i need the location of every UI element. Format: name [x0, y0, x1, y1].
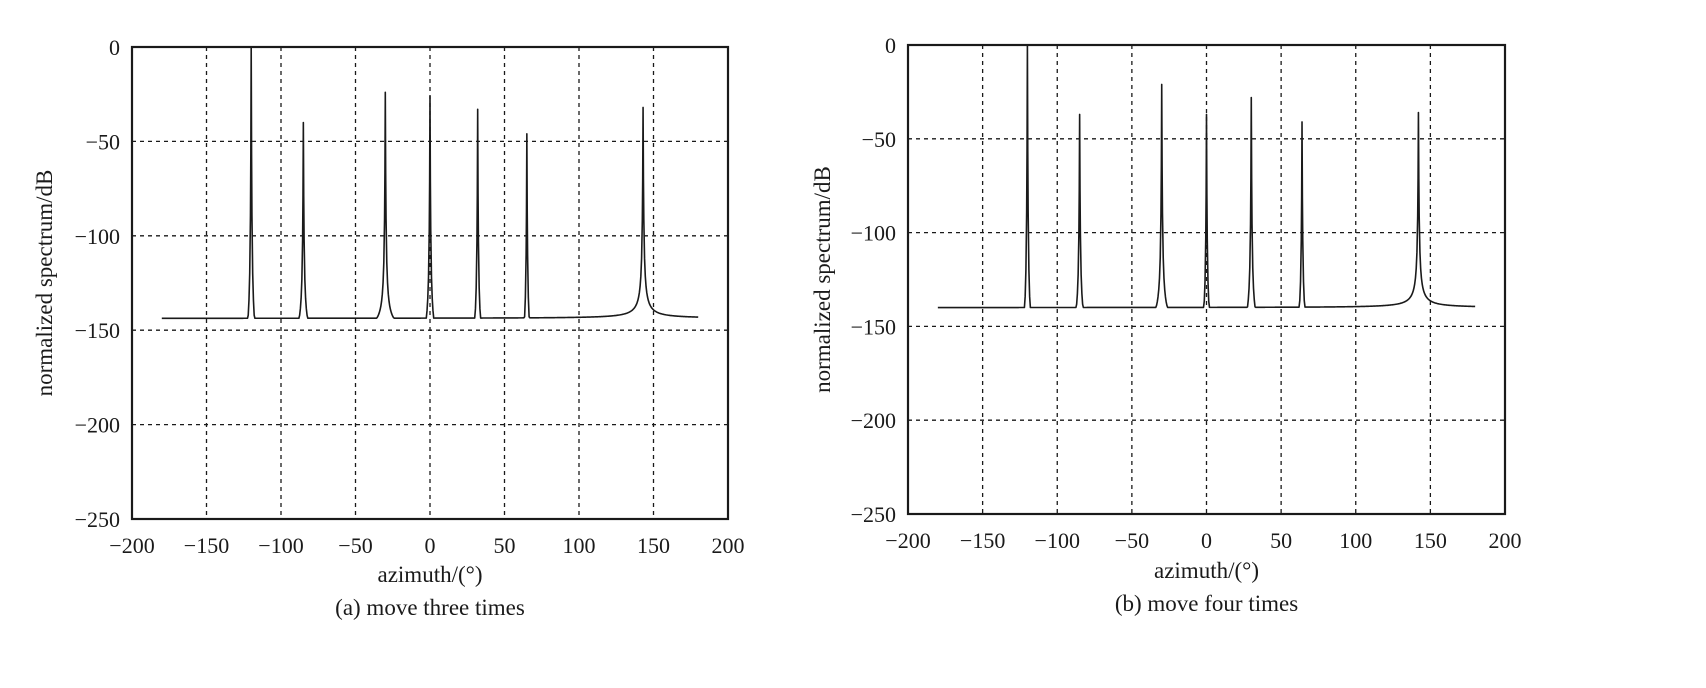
- y-tick-labels: 0 −50 −100 −150 −200 −250: [75, 35, 120, 532]
- chart-panel-b: −200 −150 −100 −50 0 50 100 150 200 0 −50 −100 −150…: [810, 33, 1522, 616]
- y-tick-label: 0: [885, 33, 896, 58]
- y-tick-label: −200: [851, 408, 896, 433]
- y-tick-label: 0: [109, 35, 120, 60]
- x-tick-label: 150: [637, 533, 670, 558]
- y-tick-label: −250: [851, 502, 896, 527]
- x-tick-labels: −200 −150 −100 −50 0 50 100 150 200: [109, 533, 744, 558]
- spectrum-line: [161, 46, 699, 320]
- y-tick-label: −100: [851, 221, 896, 246]
- x-tick-labels: −200 −150 −100 −50 0 50 100 150 200: [885, 528, 1521, 553]
- plot-frame: [906, 43, 1507, 516]
- plot-frame: [130, 45, 730, 521]
- x-axis-label: azimuth/(°): [1154, 558, 1259, 583]
- x-tick-label: 50: [1270, 528, 1292, 553]
- x-tick-label: 0: [425, 533, 436, 558]
- x-tick-label: −150: [960, 528, 1005, 553]
- x-tick-label: 200: [712, 533, 745, 558]
- y-tick-label: −100: [75, 224, 120, 249]
- y-tick-label: −200: [75, 413, 120, 438]
- y-tick-label: −50: [86, 129, 120, 154]
- x-tick-label: 200: [1489, 528, 1522, 553]
- x-tick-label: −100: [258, 533, 303, 558]
- x-tick-label: −50: [1115, 528, 1149, 553]
- y-tick-labels: 0 −50 −100 −150 −200 −250: [851, 33, 896, 527]
- y-tick-label: −150: [851, 314, 896, 339]
- y-axis-label: normalized spectrum/dB: [32, 170, 57, 397]
- x-tick-label: 150: [1414, 528, 1447, 553]
- spectrum-line: [937, 44, 1476, 309]
- x-tick-label: 100: [1339, 528, 1372, 553]
- x-tick-label: −200: [885, 528, 930, 553]
- x-tick-label: −150: [184, 533, 229, 558]
- panel-caption: (b) move four times: [1115, 591, 1298, 616]
- y-axis-label: normalized spectrum/dB: [810, 166, 835, 393]
- y-tick-label: −50: [862, 127, 896, 152]
- y-tick-label: −250: [75, 507, 120, 532]
- x-tick-label: 50: [494, 533, 516, 558]
- y-tick-label: −150: [75, 318, 120, 343]
- x-tick-label: −50: [338, 533, 372, 558]
- chart-panel-a: −200 −150 −100 −50 0 50 100 150 200 0 −50 −100 −150…: [32, 35, 745, 620]
- x-tick-label: −200: [109, 533, 154, 558]
- panel-caption: (a) move three times: [335, 595, 525, 620]
- x-tick-label: −100: [1035, 528, 1080, 553]
- x-tick-label: 0: [1201, 528, 1212, 553]
- x-axis-label: azimuth/(°): [378, 562, 483, 587]
- x-tick-label: 100: [563, 533, 596, 558]
